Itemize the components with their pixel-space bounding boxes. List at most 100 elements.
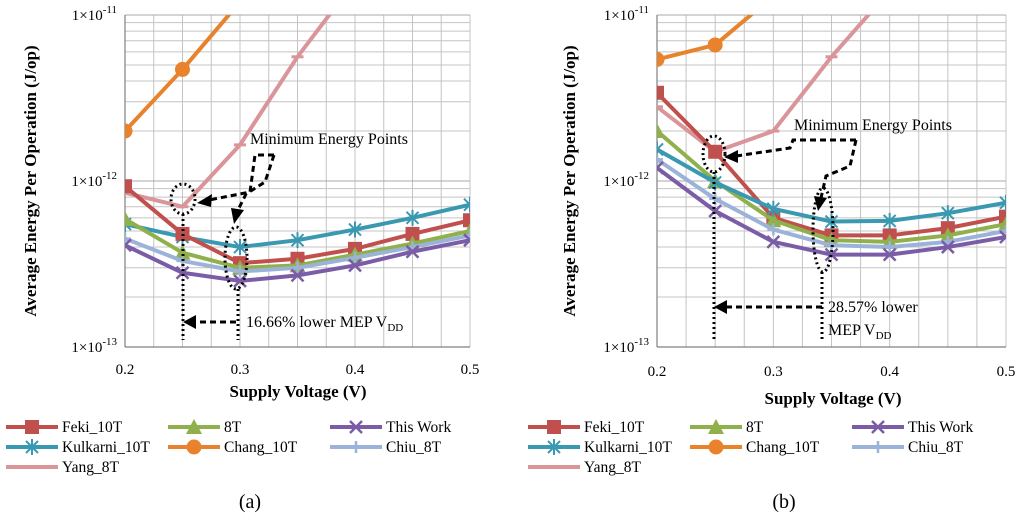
legend-swatch-marker — [872, 441, 884, 453]
data-point — [175, 226, 190, 241]
y-tick-exponent: -11 — [103, 4, 117, 16]
annotations: Minimum Energy Points 16.66% lower MEP VD… — [169, 131, 408, 340]
legend-swatch-marker — [547, 420, 561, 434]
data-point — [125, 179, 132, 194]
legend-swatch-marker — [186, 419, 202, 434]
data-point — [941, 205, 955, 222]
mep-ellipse — [811, 186, 835, 274]
data-point — [405, 244, 420, 259]
data-point — [405, 226, 420, 241]
legend-label: Chiu_8T — [386, 439, 442, 456]
data-point — [882, 247, 897, 262]
legend-entry: Feki_10T — [528, 419, 645, 436]
data-point — [998, 216, 1006, 232]
vdd-annotation-sub: DD — [387, 322, 403, 334]
legend-swatch-marker — [349, 420, 363, 434]
legend-entry: Kulkarni_10T — [528, 439, 672, 456]
data-point — [290, 232, 305, 249]
data-point — [348, 221, 362, 238]
panel-a: Supply Voltage (V) Average Energy Per Op… — [21, 4, 480, 513]
data-point — [883, 241, 896, 254]
x-tick-label: 0.3 — [764, 364, 783, 380]
x-tick-label: 0.2 — [648, 364, 667, 380]
legend-swatch-marker — [871, 420, 885, 434]
x-tick-label: 0.5 — [461, 362, 480, 378]
legend-entry: This Work — [852, 419, 973, 436]
y-tick-base: 1×10 — [71, 340, 102, 356]
legend-label: Yang_8T — [584, 459, 642, 476]
data-point — [708, 144, 723, 159]
legend-label: Feki_10T — [62, 419, 123, 436]
vdd-arrowhead — [183, 315, 196, 329]
data-point — [405, 209, 420, 226]
data-point — [290, 268, 305, 283]
mep-arrow — [735, 138, 856, 158]
y-tick-exponent: -13 — [102, 336, 117, 348]
legend-label: 8T — [224, 419, 242, 436]
data-point — [939, 227, 956, 243]
x-tick-label: 0.4 — [346, 362, 365, 378]
data-point — [766, 234, 781, 249]
data-point — [125, 123, 133, 139]
data-point — [657, 160, 664, 175]
mep-annotation-text: Minimum Energy Points — [250, 131, 408, 148]
legend-swatch-marker — [708, 439, 724, 455]
data-point — [291, 261, 304, 274]
mep-arrow — [236, 154, 276, 211]
vdd-annotation-sub: DD — [876, 330, 892, 342]
legend-swatch-marker — [708, 419, 724, 434]
data-point — [999, 194, 1006, 211]
data-point — [463, 196, 470, 213]
annotations: Minimum Energy Points 28.57% lower MEP VDD — [701, 117, 952, 342]
y-tick-label: 1×10-13 — [603, 336, 649, 356]
vdd-annotation-main: 16.66% lower MEP V — [246, 314, 388, 331]
data-point — [175, 61, 190, 77]
mep-arrowhead — [814, 196, 827, 211]
data-point — [657, 51, 665, 67]
legend-entry: Yang_8T — [528, 459, 642, 476]
legend-entry: Chang_10T — [690, 439, 820, 456]
legend-a: Feki_10T 8T This Work Kulkarni_10T Chang_10T… — [6, 419, 451, 476]
data-point — [125, 232, 131, 245]
mep-arrow — [819, 139, 858, 199]
legend-label: Chiu_8T — [908, 439, 964, 456]
data-point — [766, 0, 781, 4]
data-point — [125, 238, 132, 253]
vdd-annotation-text: 16.66% lower MEP VDD — [246, 314, 403, 334]
panel-label: (b) — [772, 491, 795, 513]
legend-swatch-marker — [25, 439, 39, 455]
panel-b: Supply Voltage (V) Average Energy Per Op… — [560, 0, 1016, 513]
mep-arrowhead — [724, 150, 738, 163]
data-point — [765, 212, 782, 228]
mep-ellipse — [701, 134, 727, 174]
mep-arrowhead — [197, 194, 212, 207]
legend-entry: 8T — [690, 419, 764, 436]
data-point — [657, 85, 664, 100]
y-tick-label: 1×10-11 — [604, 4, 649, 24]
data-point — [824, 247, 839, 262]
x-tick-label: 0.3 — [231, 362, 250, 378]
data-point — [707, 37, 723, 53]
y-tick-exponent: -12 — [634, 170, 649, 182]
y-tick-exponent: -11 — [635, 4, 649, 16]
legend-entry: Chiu_8T — [330, 439, 442, 456]
legend-entry: This Work — [330, 419, 451, 436]
legend-label: Kulkarni_10T — [584, 439, 672, 456]
data-point — [174, 244, 191, 260]
legend-swatch-marker — [350, 441, 362, 453]
x-tick-label: 0.5 — [997, 364, 1016, 380]
x-axis-label: Supply Voltage (V) — [230, 382, 367, 401]
data-point — [175, 265, 190, 280]
panel-label: (a) — [239, 491, 261, 513]
data-point — [125, 211, 133, 227]
data-point — [882, 212, 897, 229]
legend-label: Kulkarni_10T — [62, 439, 150, 456]
legend-entry: Chiu_8T — [852, 439, 964, 456]
legend-label: Yang_8T — [62, 459, 120, 476]
x-tick-label: 0.4 — [880, 364, 899, 380]
legend-b: Feki_10T 8T This Work Kulkarni_10T Chang_10T… — [528, 419, 973, 476]
data-point — [657, 123, 665, 139]
vdd-annotation-text: 28.57% lower — [828, 299, 918, 316]
x-axis-label: Supply Voltage (V) — [765, 389, 902, 408]
